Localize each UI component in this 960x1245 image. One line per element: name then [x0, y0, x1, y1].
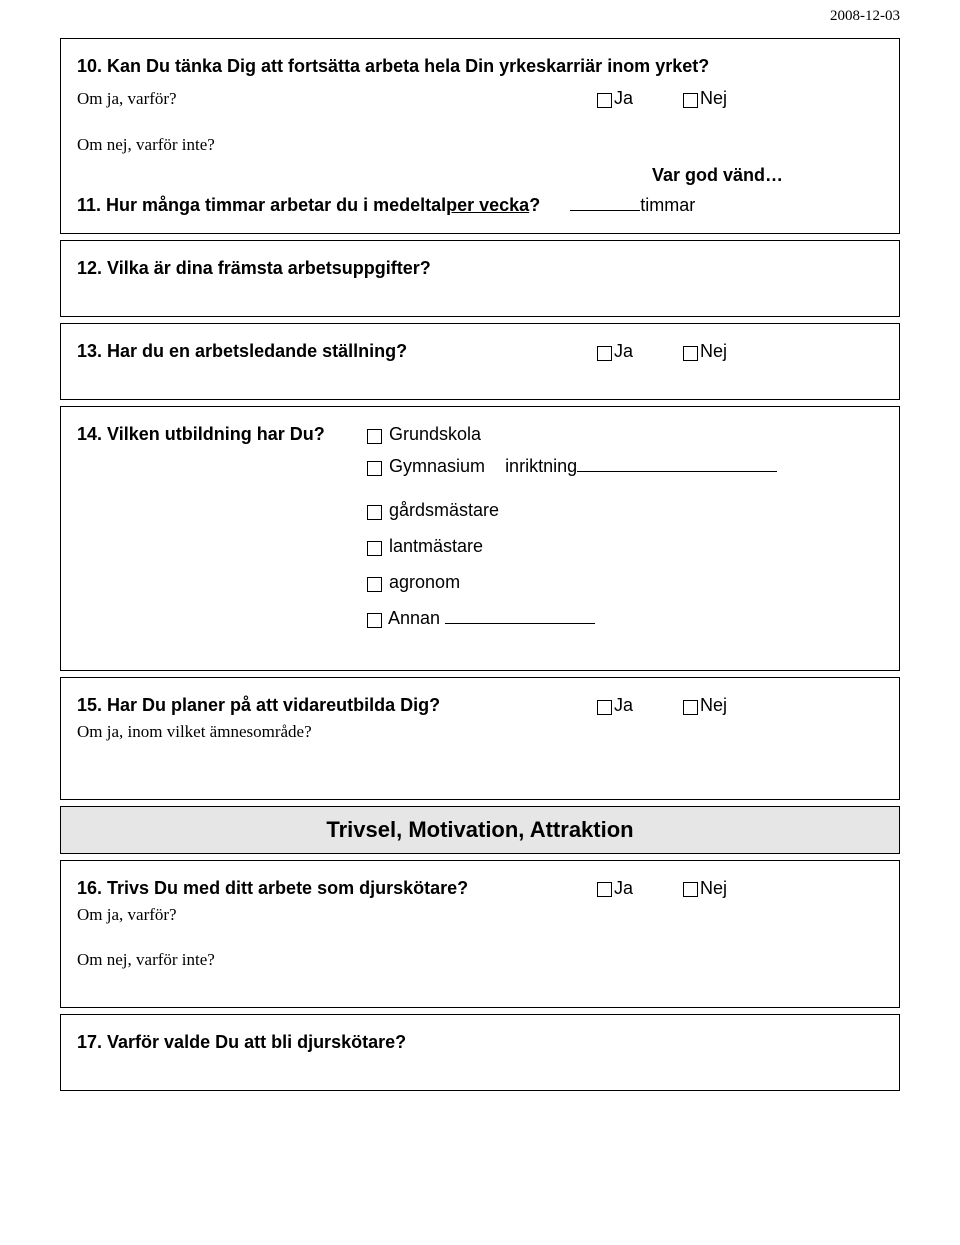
q10-sub-yes: Om ja, varför?	[77, 86, 597, 112]
q11-underlined: per vecka	[446, 192, 529, 219]
section-q10-q11: 10. Kan Du tänka Dig att fortsätta arbet…	[60, 38, 900, 234]
q15-text: 15. Har Du planer på att vidareutbilda D…	[77, 692, 597, 719]
yes-label: Ja	[614, 878, 633, 898]
q14-opt-lant[interactable]: lantmästare	[367, 536, 483, 556]
no-label: Nej	[700, 88, 727, 108]
q14-opt-grundskola[interactable]: Grundskola	[367, 424, 481, 444]
q14-annan-blank[interactable]	[445, 606, 595, 624]
q16-text: 16. Trivs Du med ditt arbete som djurskö…	[77, 875, 597, 902]
q11-blank[interactable]	[570, 193, 640, 211]
opt-label: Annan	[388, 608, 440, 628]
section-q15: 15. Har Du planer på att vidareutbilda D…	[60, 677, 900, 800]
q16-sub-no: Om nej, varför inte?	[77, 947, 883, 973]
q16-option-no[interactable]: Nej	[683, 878, 727, 899]
q14-inriktning-blank[interactable]	[577, 454, 777, 472]
no-label: Nej	[700, 878, 727, 898]
turn-page-text: Var god vänd…	[77, 165, 783, 186]
q14-gym-sub: inriktning	[505, 456, 577, 476]
yes-label: Ja	[614, 341, 633, 361]
yes-label: Ja	[614, 695, 633, 715]
opt-label: Gymnasium	[389, 456, 485, 476]
no-label: Nej	[700, 695, 727, 715]
section-heading-trivsel: Trivsel, Motivation, Attraktion	[60, 806, 900, 854]
q11-unit: timmar	[640, 192, 695, 219]
no-label: Nej	[700, 341, 727, 361]
q10-text: 10. Kan Du tänka Dig att fortsätta arbet…	[77, 53, 883, 80]
q13-text: 13. Har du en arbetsledande ställning?	[77, 338, 597, 365]
q16-sub-yes: Om ja, varför?	[77, 902, 883, 928]
q13-option-yes[interactable]: Ja	[597, 341, 633, 362]
q14-opt-gymnasium[interactable]: Gymnasium	[367, 456, 485, 476]
section-q16: 16. Trivs Du med ditt arbete som djurskö…	[60, 860, 900, 1008]
q14-opt-gard[interactable]: gårdsmästare	[367, 500, 499, 520]
q14-opt-annan[interactable]: Annan	[367, 608, 440, 628]
section-q14: 14. Vilken utbildning har Du? Grundskola…	[60, 406, 900, 671]
q16-option-yes[interactable]: Ja	[597, 878, 633, 899]
section-q17: 17. Varför valde Du att bli djurskötare?	[60, 1014, 900, 1091]
section-q13: 13. Har du en arbetsledande ställning? J…	[60, 323, 900, 400]
q10-sub-no: Om nej, varför inte?	[77, 132, 883, 158]
q12-text: 12. Vilka är dina främsta arbetsuppgifte…	[77, 255, 883, 282]
q11-suffix: ?	[529, 192, 540, 219]
q10-option-no[interactable]: Nej	[683, 88, 727, 109]
q15-sub: Om ja, inom vilket ämnesområde?	[77, 719, 883, 745]
q14-text: 14. Vilken utbildning har Du?	[77, 421, 367, 448]
q10-option-yes[interactable]: Ja	[597, 88, 633, 109]
document-date: 2008-12-03	[830, 8, 900, 25]
q13-option-no[interactable]: Nej	[683, 341, 727, 362]
q17-text: 17. Varför valde Du att bli djurskötare?	[77, 1029, 883, 1056]
opt-label: agronom	[389, 572, 460, 592]
opt-label: gårdsmästare	[389, 500, 499, 520]
section-q12: 12. Vilka är dina främsta arbetsuppgifte…	[60, 240, 900, 317]
yes-label: Ja	[614, 88, 633, 108]
q11-prefix: 11. Hur många timmar arbetar du i medelt…	[77, 192, 446, 219]
q15-option-yes[interactable]: Ja	[597, 695, 633, 716]
opt-label: Grundskola	[389, 424, 481, 444]
q15-option-no[interactable]: Nej	[683, 695, 727, 716]
q14-opt-agro[interactable]: agronom	[367, 572, 460, 592]
opt-label: lantmästare	[389, 536, 483, 556]
